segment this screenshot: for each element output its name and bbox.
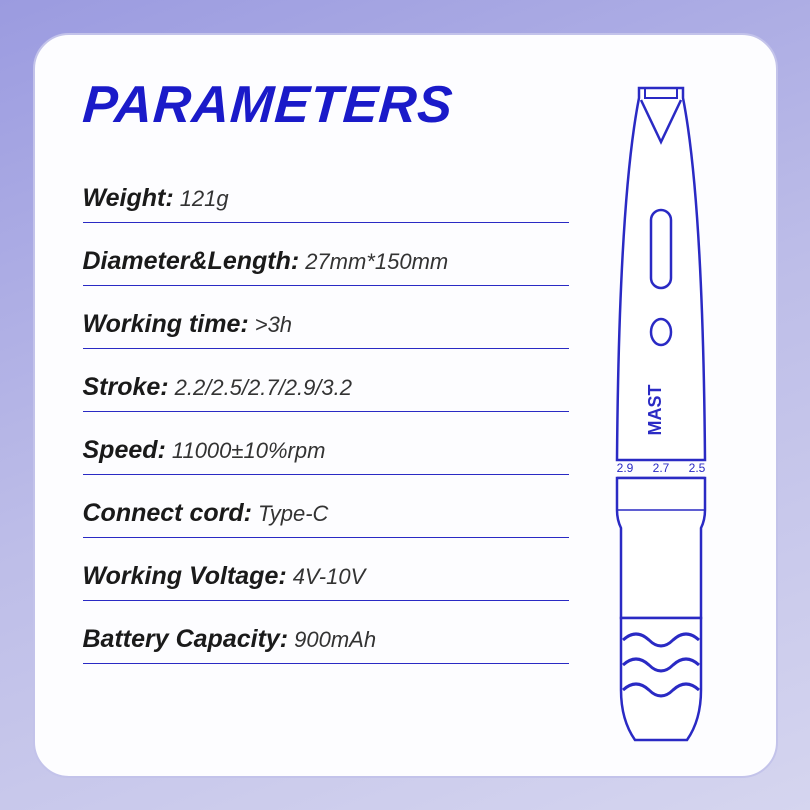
spec-label: Connect cord: bbox=[83, 499, 252, 528]
card-title: PARAMETERS bbox=[80, 75, 570, 135]
spec-row: Working time: >3h bbox=[83, 293, 569, 349]
spec-row: Battery Capacity: 900mAh bbox=[83, 608, 569, 664]
spec-value: 900mAh bbox=[294, 627, 376, 653]
stroke-label-left: 2.9 bbox=[617, 461, 634, 475]
device-grip-section bbox=[617, 478, 705, 618]
spec-value: 121g bbox=[180, 186, 229, 212]
spec-row: Speed: 11000±10%rpm bbox=[83, 419, 569, 475]
stroke-label-right: 2.5 bbox=[689, 461, 706, 475]
device-diagram-column: MAST 2.9 2.7 2.5 ⇧ bbox=[589, 75, 734, 746]
spec-row: Diameter&Length: 27mm*150mm bbox=[83, 230, 569, 286]
spec-row: Working Voltage: 4V-10V bbox=[83, 545, 569, 601]
spec-value: 2.2/2.5/2.7/2.9/3.2 bbox=[175, 375, 352, 401]
specs-column: PARAMETERS Weight: 121g Diameter&Length:… bbox=[83, 75, 569, 746]
device-lower-tip bbox=[621, 618, 701, 740]
spec-value: 27mm*150mm bbox=[305, 249, 448, 275]
spec-list: Weight: 121g Diameter&Length: 27mm*150mm… bbox=[83, 167, 569, 664]
spec-row: Connect cord: Type-C bbox=[83, 482, 569, 538]
spec-label: Diameter&Length: bbox=[83, 247, 300, 276]
spec-label: Weight: bbox=[83, 184, 174, 213]
stroke-label-center: 2.7 bbox=[653, 461, 670, 475]
spec-value: >3h bbox=[255, 312, 292, 338]
spec-value: Type-C bbox=[258, 501, 329, 527]
device-brand-text: MAST bbox=[645, 385, 665, 436]
spec-label: Battery Capacity: bbox=[83, 625, 289, 654]
spec-row: Stroke: 2.2/2.5/2.7/2.9/3.2 bbox=[83, 356, 569, 412]
spec-value: 11000±10%rpm bbox=[172, 438, 326, 464]
spec-label: Stroke: bbox=[83, 373, 169, 402]
spec-value: 4V-10V bbox=[293, 564, 366, 590]
spec-label: Working time: bbox=[83, 310, 249, 339]
device-diagram: MAST 2.9 2.7 2.5 ⇧ bbox=[591, 80, 731, 750]
spec-label: Working Voltage: bbox=[83, 562, 287, 591]
spec-label: Speed: bbox=[83, 436, 166, 465]
spec-row: Weight: 121g bbox=[83, 167, 569, 223]
parameters-card: PARAMETERS Weight: 121g Diameter&Length:… bbox=[33, 33, 778, 778]
